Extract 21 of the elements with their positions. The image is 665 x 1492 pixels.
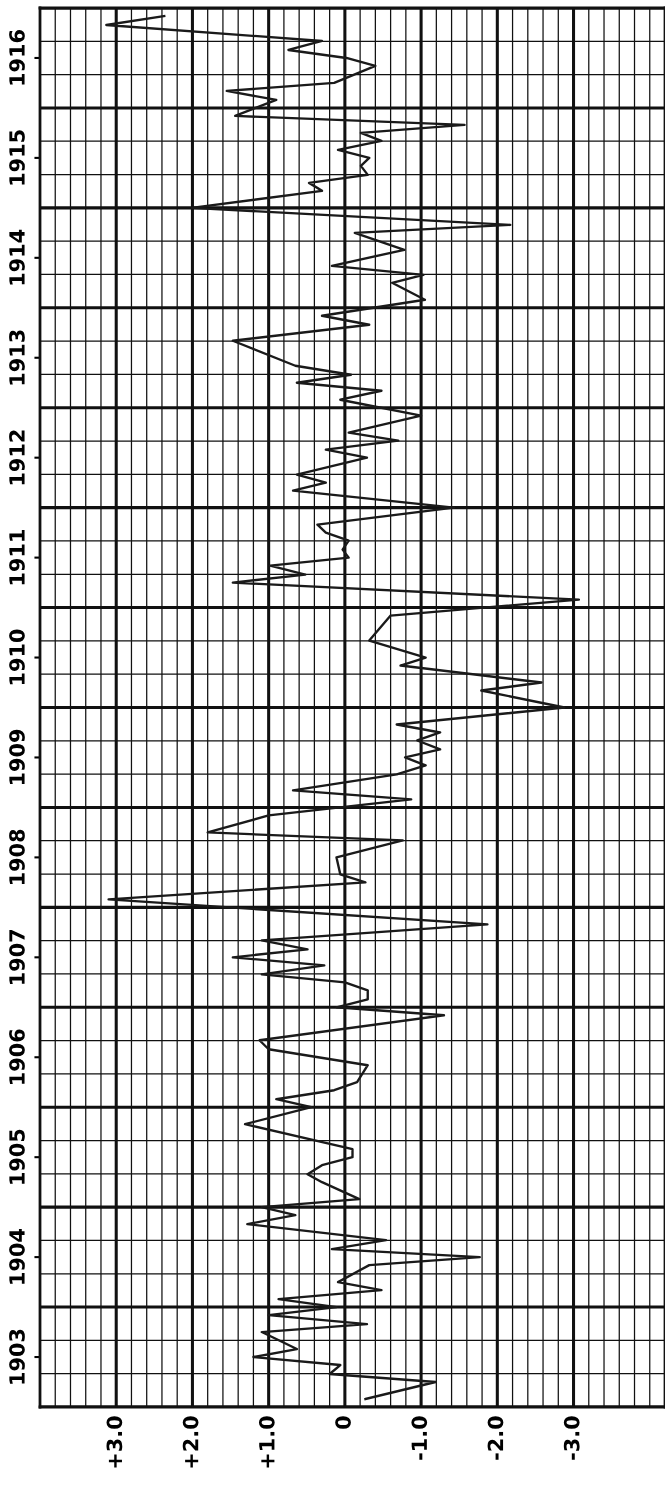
x-tick-label: +1.0 bbox=[258, 1416, 275, 1468]
y-tick-label: 1904 bbox=[9, 1229, 25, 1284]
x-tick-label: -3.0 bbox=[563, 1416, 580, 1460]
x-tick-label: -2.0 bbox=[487, 1416, 504, 1460]
y-tick-label: 1912 bbox=[9, 430, 25, 485]
y-tick-label: 1911 bbox=[9, 530, 25, 585]
y-tick-label: 1908 bbox=[9, 829, 25, 885]
y-tick-label: 1913 bbox=[9, 330, 25, 385]
y-tick-label: 1903 bbox=[9, 1329, 25, 1384]
y-tick-label: 1910 bbox=[9, 629, 25, 685]
y-tick-label: 1914 bbox=[9, 229, 25, 285]
y-tick-label: 1909 bbox=[9, 729, 25, 785]
y-tick-label: 1905 bbox=[9, 1129, 25, 1184]
y-tick-label: 1907 bbox=[9, 929, 25, 984]
x-tick-label: -1.0 bbox=[411, 1416, 428, 1460]
y-tick-label: 1916 bbox=[9, 30, 25, 85]
x-tick-label: +3.0 bbox=[106, 1416, 123, 1468]
x-tick-label: +2.0 bbox=[182, 1416, 199, 1468]
x-tick-label: 0 bbox=[335, 1416, 351, 1429]
y-tick-label: 1915 bbox=[9, 130, 25, 185]
y-tick-label: 1906 bbox=[9, 1029, 25, 1084]
